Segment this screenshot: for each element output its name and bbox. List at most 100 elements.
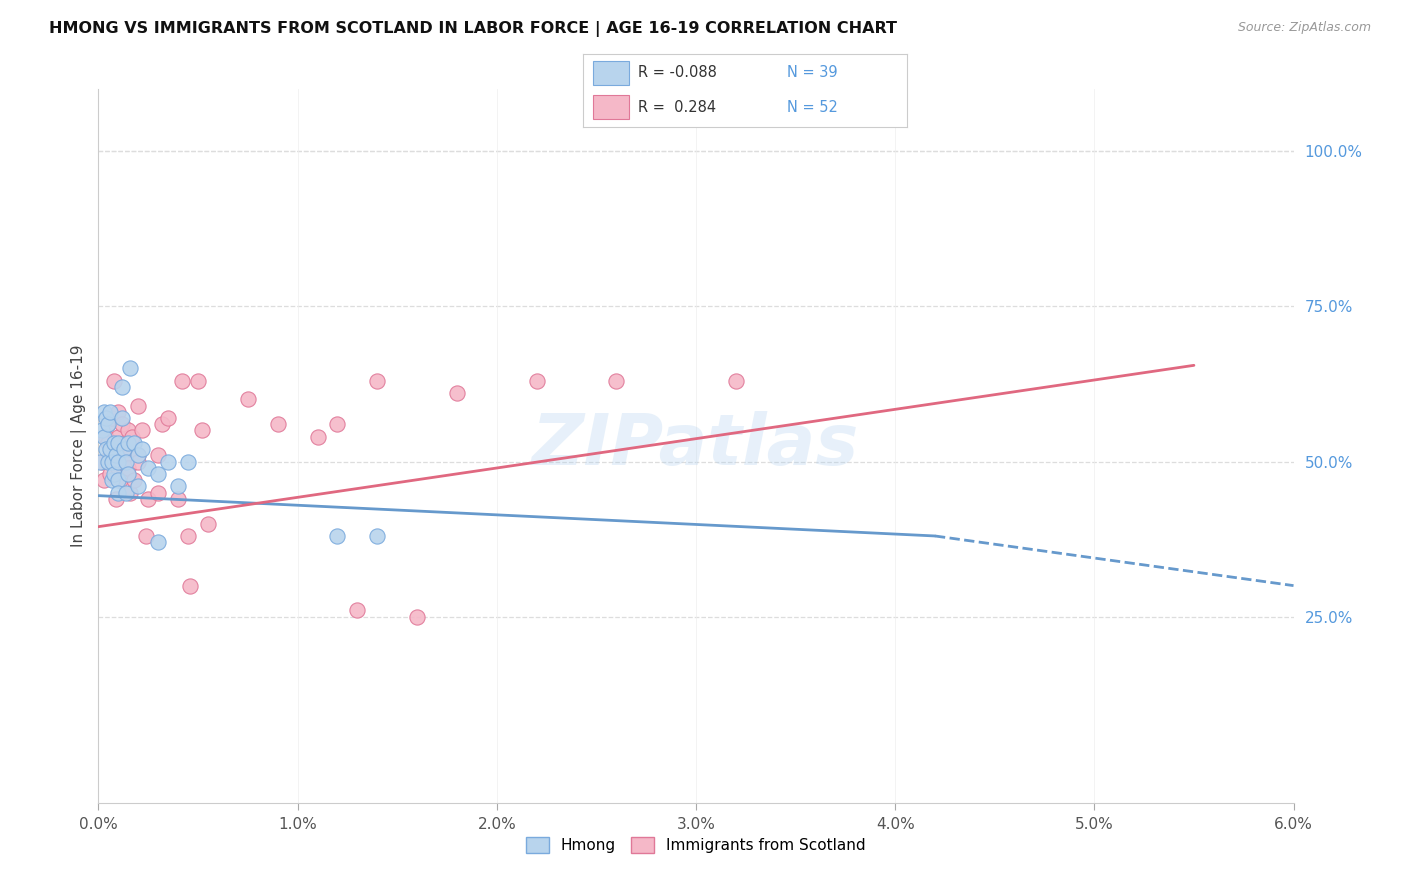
Point: [157, 454, 180, 468]
Point: [131, 424, 153, 438]
Point: [98, 448, 122, 462]
Point: [91, 454, 114, 468]
Point: [605, 374, 627, 388]
Point: [326, 417, 349, 432]
Point: [307, 430, 329, 444]
Point: [172, 374, 194, 388]
Point: [179, 579, 201, 593]
Point: [127, 479, 149, 493]
Point: [197, 516, 219, 531]
Point: [446, 386, 468, 401]
Point: [103, 454, 125, 468]
Point: [127, 448, 149, 462]
Point: [105, 448, 128, 462]
Point: [101, 411, 124, 425]
Point: [89, 454, 111, 468]
Point: [105, 491, 128, 506]
Point: [526, 374, 548, 388]
Point: [103, 374, 125, 388]
Point: [97, 436, 120, 450]
Point: [148, 535, 170, 549]
Point: [127, 399, 149, 413]
Point: [107, 436, 129, 450]
Point: [167, 491, 190, 506]
Point: [101, 473, 124, 487]
Point: [107, 405, 129, 419]
Point: [115, 485, 138, 500]
Point: [107, 460, 129, 475]
Point: [120, 442, 142, 456]
Point: [124, 473, 146, 487]
Point: [120, 361, 142, 376]
Text: ZIPatlas: ZIPatlas: [533, 411, 859, 481]
Point: [110, 473, 132, 487]
Point: [115, 454, 138, 468]
Point: [127, 448, 149, 462]
Point: [167, 479, 190, 493]
Point: [136, 491, 159, 506]
Point: [346, 603, 368, 617]
Point: [187, 374, 209, 388]
Bar: [593, 95, 628, 120]
Point: [326, 529, 349, 543]
Point: [131, 442, 153, 456]
Point: [107, 430, 129, 444]
Point: [97, 417, 120, 432]
Point: [124, 436, 146, 450]
Point: [117, 460, 139, 475]
Point: [267, 417, 290, 432]
Point: [117, 436, 139, 450]
Point: [103, 436, 125, 450]
Point: [117, 467, 139, 481]
Point: [148, 448, 170, 462]
Point: [103, 467, 125, 481]
Point: [101, 454, 124, 468]
Point: [177, 454, 200, 468]
Point: [111, 417, 134, 432]
Point: [97, 417, 120, 432]
Text: N = 52: N = 52: [787, 100, 838, 115]
Point: [91, 424, 114, 438]
Point: [111, 380, 134, 394]
Point: [111, 411, 134, 425]
Point: [135, 529, 157, 543]
Point: [112, 442, 135, 456]
Point: [724, 374, 747, 388]
Text: N = 39: N = 39: [787, 65, 838, 80]
Y-axis label: In Labor Force | Age 16-19: In Labor Force | Age 16-19: [72, 344, 87, 548]
Text: R = -0.088: R = -0.088: [638, 65, 717, 80]
Text: Source: ZipAtlas.com: Source: ZipAtlas.com: [1237, 21, 1371, 34]
Bar: [593, 61, 628, 85]
Point: [366, 374, 388, 388]
Point: [98, 405, 122, 419]
Point: [98, 442, 122, 456]
Point: [117, 424, 139, 438]
Point: [98, 467, 122, 481]
Legend: Hmong, Immigrants from Scotland: Hmong, Immigrants from Scotland: [520, 831, 872, 859]
Point: [136, 460, 159, 475]
Point: [107, 485, 129, 500]
Point: [236, 392, 259, 407]
Point: [177, 529, 200, 543]
Point: [121, 430, 143, 444]
Point: [150, 417, 173, 432]
Text: HMONG VS IMMIGRANTS FROM SCOTLAND IN LABOR FORCE | AGE 16-19 CORRELATION CHART: HMONG VS IMMIGRANTS FROM SCOTLAND IN LAB…: [49, 21, 897, 37]
Point: [120, 485, 142, 500]
Point: [157, 411, 180, 425]
Point: [112, 436, 135, 450]
Point: [93, 430, 115, 444]
Point: [115, 448, 138, 462]
Point: [366, 529, 388, 543]
Point: [127, 454, 149, 468]
Text: R =  0.284: R = 0.284: [638, 100, 717, 115]
Point: [191, 424, 214, 438]
Point: [97, 454, 120, 468]
Point: [96, 442, 118, 456]
Point: [107, 473, 129, 487]
Point: [107, 454, 129, 468]
Point: [148, 485, 170, 500]
Point: [93, 473, 115, 487]
Point: [96, 430, 118, 444]
Point: [93, 405, 115, 419]
Point: [406, 609, 429, 624]
